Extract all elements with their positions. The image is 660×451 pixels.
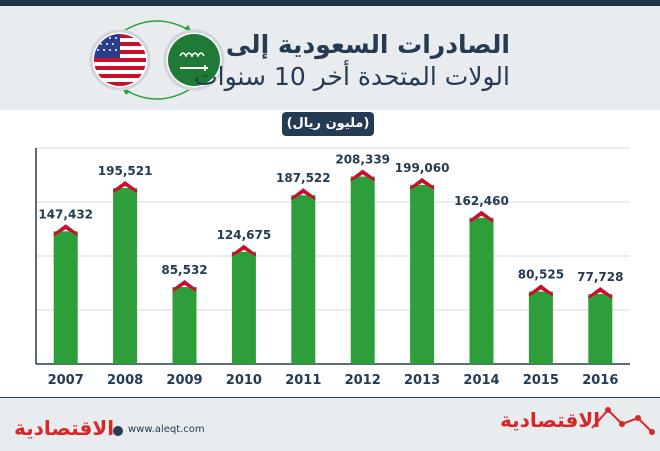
x-tick-2016: 2016 [582, 373, 618, 388]
top-bar [0, 0, 660, 6]
bar-2016 [588, 287, 613, 364]
bar-2011 [291, 188, 316, 364]
x-tick-2013: 2013 [404, 373, 440, 388]
value-label-2009: 85,532 [161, 263, 207, 277]
bar-chart: 147,432 195,521 85,532 124,675 187,522 208,33… [35, 147, 630, 388]
bar-cap [291, 188, 316, 201]
bar-cap [350, 169, 375, 182]
bar-cap [113, 181, 138, 194]
value-label-2011: 187,522 [276, 171, 331, 185]
bar-cap [469, 210, 494, 223]
usa-flag-icon [89, 29, 151, 91]
bar-2009 [172, 280, 197, 364]
chart-bars [53, 169, 613, 364]
bar-cap [528, 284, 553, 297]
x-tick-2012: 2012 [345, 373, 381, 388]
flags-graphic [89, 20, 225, 100]
bar-cap [410, 177, 435, 190]
bar-cap [588, 287, 613, 300]
value-label-2015: 80,525 [518, 268, 564, 282]
bar-body [588, 294, 613, 364]
x-tick-2009: 2009 [166, 373, 202, 388]
bar-2014 [469, 210, 494, 364]
value-label-2013: 199,060 [395, 161, 450, 175]
bar-body [469, 217, 494, 364]
unit-badge: (مليون ريال) [282, 112, 374, 136]
bar-body [53, 231, 78, 364]
bar-body [528, 291, 553, 364]
publisher-logo-right: الاقتصادية [500, 408, 601, 432]
bar-cap [53, 224, 78, 237]
value-label-2012: 208,339 [335, 152, 390, 166]
bar-2013 [410, 177, 435, 364]
x-tick-2007: 2007 [48, 373, 84, 388]
x-tick-2011: 2011 [285, 373, 321, 388]
bar-body [231, 251, 256, 364]
value-label-2008: 195,521 [98, 164, 153, 178]
value-label-2014: 162,460 [454, 194, 509, 208]
bar-2015 [528, 284, 553, 364]
bar-2007 [53, 224, 78, 364]
footer-band [0, 398, 660, 451]
value-label-2007: 147,432 [38, 207, 93, 221]
bar-cap [231, 244, 256, 257]
bar-cap [172, 280, 197, 293]
x-tick-2008: 2008 [107, 373, 143, 388]
trend-line-icon [591, 407, 655, 435]
bar-body [350, 176, 375, 364]
bar-body [410, 184, 435, 364]
bar-body [291, 195, 316, 364]
x-tick-2010: 2010 [226, 373, 262, 388]
value-label-2016: 77,728 [577, 270, 623, 284]
bar-2010 [231, 244, 256, 364]
chart-value-labels: 147,432 195,521 85,532 124,675 187,522 208,33… [38, 152, 623, 284]
bar-body [172, 287, 197, 364]
chart-title-line1: الصادرات السعودية إلى [225, 30, 510, 59]
x-tick-2015: 2015 [523, 373, 559, 388]
chart-title-line2: الولات المتحدة أخر 10 سنوات [194, 62, 510, 91]
globe-icon [113, 426, 123, 436]
publisher-logo-left: الاقتصادية [14, 416, 115, 440]
saudi-flag-icon [163, 29, 225, 91]
bar-body [113, 188, 138, 364]
website-link[interactable]: www.aleqt.com [128, 424, 205, 435]
chart-x-tick-labels: 2007 2008 2009 2010 2011 2012 2013 2014 2015 2016 [48, 373, 619, 388]
bar-2008 [113, 181, 138, 364]
value-label-2010: 124,675 [217, 228, 272, 242]
bar-2012 [350, 169, 375, 364]
x-tick-2014: 2014 [463, 373, 499, 388]
